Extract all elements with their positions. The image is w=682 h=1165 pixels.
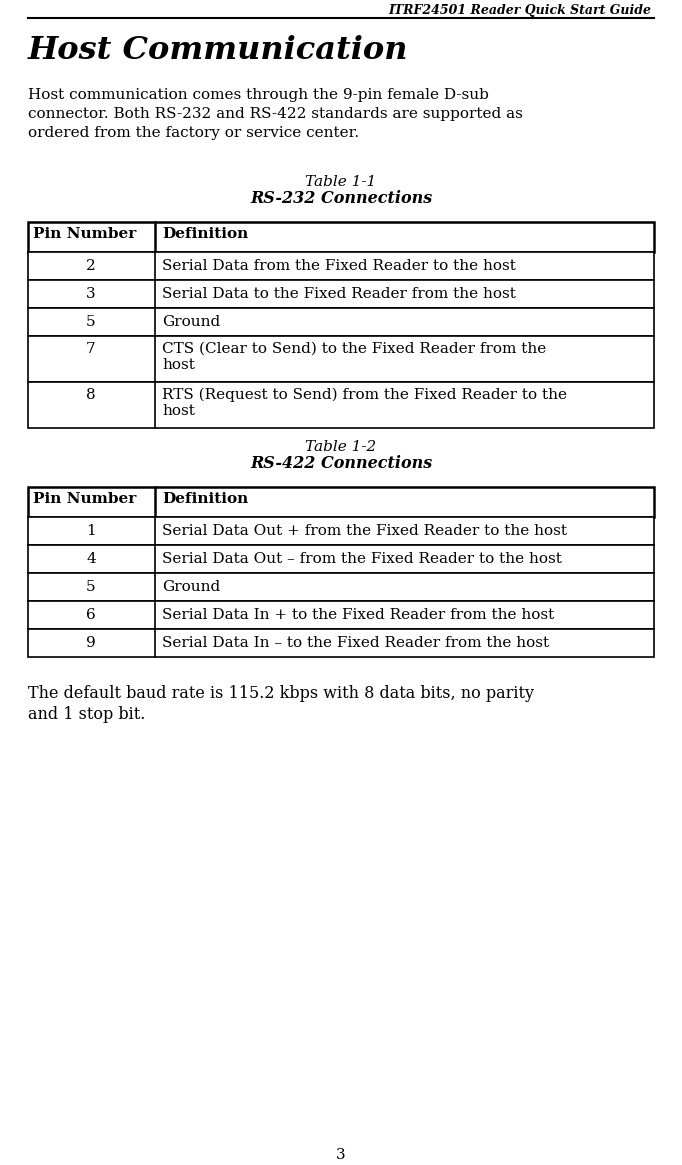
Bar <box>28 601 654 629</box>
Bar <box>28 280 654 308</box>
Bar <box>28 382 654 428</box>
Text: Host communication comes through the 9-pin female D-sub: Host communication comes through the 9-p… <box>28 89 489 103</box>
Text: The default baud rate is 115.2 kbps with 8 data bits, no parity: The default baud rate is 115.2 kbps with… <box>28 685 534 702</box>
Text: RS-232 Connections: RS-232 Connections <box>250 190 432 207</box>
Bar <box>28 336 654 382</box>
Text: connector. Both RS-232 and RS-422 standards are supported as: connector. Both RS-232 and RS-422 standa… <box>28 107 523 121</box>
Bar <box>28 487 654 517</box>
Text: Ground: Ground <box>162 315 220 329</box>
Text: 5: 5 <box>86 315 95 329</box>
Text: Pin Number: Pin Number <box>33 492 136 506</box>
Text: Serial Data In + to the Fixed Reader from the host: Serial Data In + to the Fixed Reader fro… <box>162 608 554 622</box>
Text: 9: 9 <box>86 636 96 650</box>
Text: RTS (Request to Send) from the Fixed Reader to the: RTS (Request to Send) from the Fixed Rea… <box>162 388 567 402</box>
Text: Table 1-1: Table 1-1 <box>306 175 376 189</box>
Text: 7: 7 <box>86 343 95 356</box>
Bar <box>28 252 654 280</box>
Text: 1: 1 <box>86 524 96 538</box>
Text: 3: 3 <box>336 1148 346 1162</box>
Text: CTS (Clear to Send) to the Fixed Reader from the: CTS (Clear to Send) to the Fixed Reader … <box>162 343 546 356</box>
Text: 5: 5 <box>86 580 95 594</box>
Text: Pin Number: Pin Number <box>33 227 136 241</box>
Bar <box>28 629 654 657</box>
Text: 4: 4 <box>86 552 96 566</box>
Text: Table 1-2: Table 1-2 <box>306 440 376 454</box>
Text: host: host <box>162 404 195 418</box>
Text: Serial Data to the Fixed Reader from the host: Serial Data to the Fixed Reader from the… <box>162 287 516 301</box>
Text: 3: 3 <box>86 287 95 301</box>
Bar <box>28 545 654 573</box>
Bar <box>28 517 654 545</box>
Text: Serial Data from the Fixed Reader to the host: Serial Data from the Fixed Reader to the… <box>162 259 516 273</box>
Text: Ground: Ground <box>162 580 220 594</box>
Bar <box>28 223 654 252</box>
Bar <box>28 573 654 601</box>
Text: Serial Data In – to the Fixed Reader from the host: Serial Data In – to the Fixed Reader fro… <box>162 636 549 650</box>
Text: Serial Data Out + from the Fixed Reader to the host: Serial Data Out + from the Fixed Reader … <box>162 524 567 538</box>
Text: RS-422 Connections: RS-422 Connections <box>250 456 432 472</box>
Text: 8: 8 <box>86 388 95 402</box>
Text: 2: 2 <box>86 259 96 273</box>
Bar <box>28 308 654 336</box>
Text: host: host <box>162 358 195 372</box>
Text: Definition: Definition <box>162 492 248 506</box>
Text: Host Communication: Host Communication <box>28 35 409 66</box>
Text: and 1 stop bit.: and 1 stop bit. <box>28 706 145 723</box>
Text: ITRF24501 Reader Quick Start Guide: ITRF24501 Reader Quick Start Guide <box>388 3 651 17</box>
Text: Definition: Definition <box>162 227 248 241</box>
Text: ordered from the factory or service center.: ordered from the factory or service cent… <box>28 126 359 140</box>
Text: 6: 6 <box>86 608 96 622</box>
Text: Serial Data Out – from the Fixed Reader to the host: Serial Data Out – from the Fixed Reader … <box>162 552 562 566</box>
